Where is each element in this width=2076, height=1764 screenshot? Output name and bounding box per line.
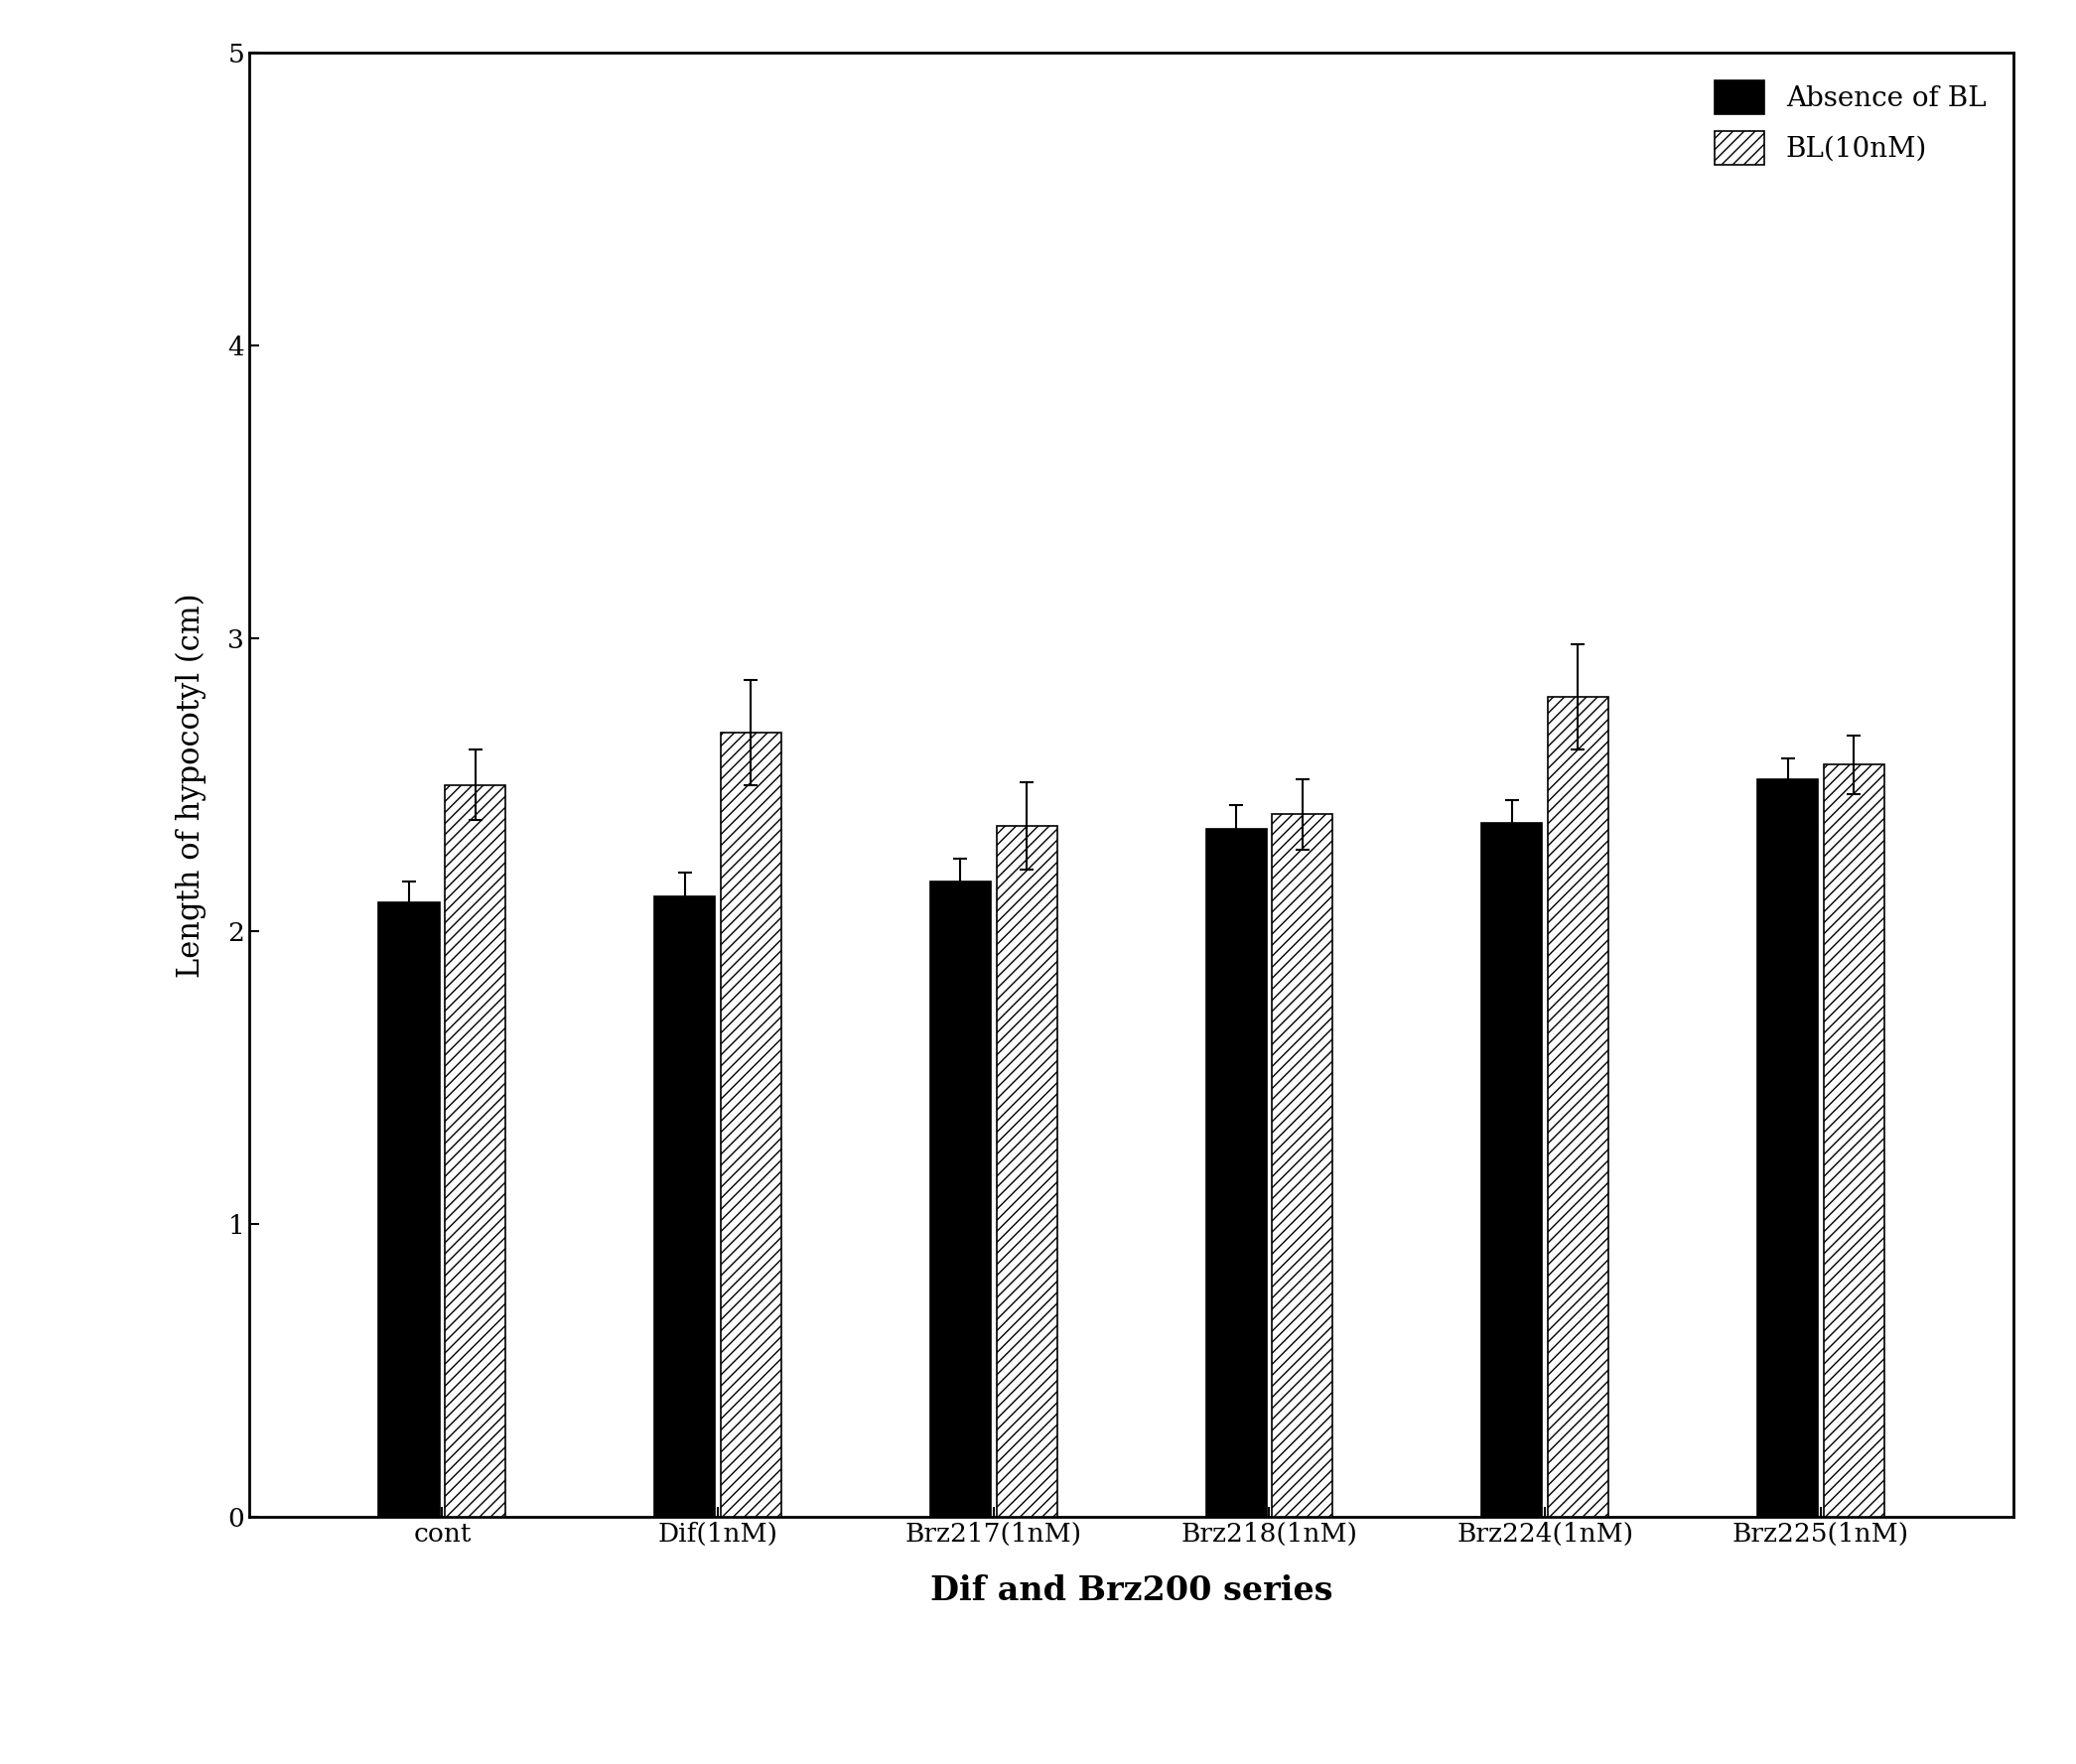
X-axis label: Dif and Brz200 series: Dif and Brz200 series [930, 1573, 1333, 1607]
Bar [1206, 829, 1266, 1517]
Y-axis label: Length of hypocotyl (cm): Length of hypocotyl (cm) [176, 593, 208, 977]
Bar [1823, 764, 1885, 1517]
Bar [378, 901, 440, 1517]
Bar [1273, 815, 1333, 1517]
Bar [930, 882, 990, 1517]
Legend: Absence of BL, BL(10nM): Absence of BL, BL(10nM) [1700, 67, 1999, 178]
Bar [1549, 697, 1609, 1517]
Bar [444, 785, 507, 1517]
Bar [996, 826, 1057, 1517]
Bar [720, 732, 781, 1517]
Bar [1482, 824, 1542, 1517]
Bar [1756, 780, 1819, 1517]
Bar [654, 896, 714, 1517]
